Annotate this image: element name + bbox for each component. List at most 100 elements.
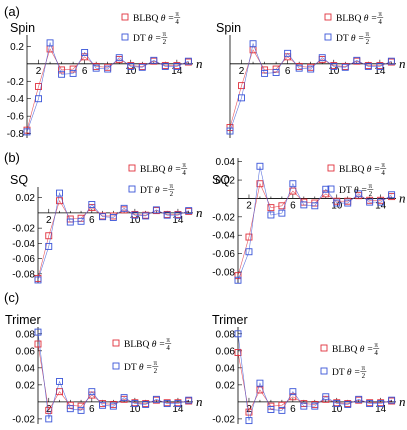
x-tick-label: 10 — [328, 66, 340, 77]
x-tick-label: 2 — [246, 200, 252, 211]
data-point-dt — [330, 62, 338, 70]
chart-title: Spin — [216, 21, 241, 35]
series-line-dt — [26, 41, 189, 132]
y-tick-label: 0.06 — [16, 346, 36, 357]
y-tick-label: -0.08 — [12, 269, 35, 280]
data-point-blbq — [35, 83, 42, 90]
x-tick-label: 14 — [374, 66, 386, 77]
data-point-dt — [161, 62, 169, 70]
y-tick-label: -0.2 — [7, 77, 25, 88]
legend-marker-blbq — [128, 164, 136, 172]
legend-marker-dt — [128, 185, 136, 193]
data-point-dt — [173, 62, 181, 70]
data-point-dt — [278, 209, 286, 217]
panel-label-a: (a) — [4, 4, 20, 19]
data-point-dt — [104, 65, 112, 73]
data-point-dt — [387, 57, 395, 65]
data-point-dt — [307, 65, 315, 73]
x-tick-label: 6 — [290, 200, 296, 211]
legend-frac-den: 2 — [170, 190, 174, 198]
data-point-dt — [289, 388, 297, 396]
data-point-dt — [300, 402, 308, 410]
legend-frac-num: π — [381, 161, 385, 169]
legend-frac-den: 4 — [378, 18, 382, 26]
data-point-dt — [318, 54, 326, 62]
data-point-dt — [322, 185, 330, 193]
y-tick-label: 0.08 — [16, 329, 36, 340]
data-point-dt — [163, 400, 171, 408]
legend-marker-dt — [320, 367, 328, 375]
legend-entry-dt: DT θ = — [140, 186, 168, 196]
data-point-dt — [66, 218, 74, 226]
y-tick-label: -0.02 — [12, 414, 35, 425]
data-point-dt — [92, 64, 100, 72]
data-point-blbq — [34, 340, 42, 348]
data-point-blbq — [69, 65, 77, 73]
data-point-dt — [355, 190, 363, 198]
x-tick-label: 14 — [172, 215, 184, 226]
legend-marker-dt — [327, 185, 335, 193]
data-point-dt — [88, 388, 96, 396]
y-tick-label: -0.02 — [12, 224, 35, 235]
data-point-blbq — [245, 233, 253, 241]
legend-entry-dt: DT θ = — [339, 186, 367, 196]
data-point-blbq — [45, 232, 53, 240]
data-point-blbq — [267, 204, 275, 212]
legend-entry-blbq: BLBQ θ = — [133, 14, 174, 24]
x-tick-label: 2 — [36, 66, 42, 77]
x-tick-label: 6 — [285, 66, 291, 77]
y-tick-label: -0.4 — [7, 94, 25, 105]
legend-frac-den: 2 — [154, 367, 158, 375]
data-point-dt — [109, 214, 117, 221]
legend-frac-num: π — [163, 30, 167, 38]
x-tick-label: 10 — [129, 404, 141, 415]
legend-entry-dt: DT θ = — [133, 34, 161, 44]
y-tick-label: -0.08 — [212, 267, 235, 278]
data-point-dt — [45, 242, 53, 250]
legend-marker-blbq — [320, 344, 328, 352]
data-point-dt — [300, 201, 308, 209]
legend-frac-num: π — [378, 10, 382, 18]
data-point-dt — [99, 401, 107, 409]
x-tick-label: 10 — [125, 66, 137, 77]
x-tick-label: 2 — [46, 215, 52, 226]
data-point-dt — [185, 396, 193, 404]
legend-entry-blbq: BLBQ θ = — [336, 14, 377, 24]
data-point-dt — [120, 204, 128, 212]
series-line-blbq — [26, 48, 189, 131]
x-tick-label: 6 — [82, 66, 88, 77]
chart-title: Trimer — [212, 313, 248, 327]
legend-frac-den: 2 — [163, 38, 167, 46]
data-point-dt — [58, 70, 66, 78]
y-tick-label: 0.02 — [16, 380, 36, 391]
chart-c-right: 2 6 10 14 0.08 0.06 0.04 0.02 -0.02 Trimer n BLBQ θ… — [212, 313, 406, 425]
y-tick-label: 0.04 — [16, 363, 36, 374]
data-point-dt — [174, 400, 182, 408]
chart-title: Trimer — [5, 313, 41, 327]
data-point-dt — [69, 69, 77, 77]
data-point-dt — [131, 400, 139, 408]
data-point-dt — [366, 198, 374, 206]
y-tick-label: -0.8 — [7, 129, 25, 140]
y-tick-label: 0.04 — [216, 157, 236, 168]
x-axis-label: n — [399, 56, 406, 71]
data-point-dt — [278, 406, 286, 414]
legend-entry-dt: DT θ = — [336, 34, 364, 44]
panel-label-b: (b) — [4, 150, 20, 165]
data-point-blbq — [58, 66, 66, 74]
x-tick-label: 10 — [129, 215, 141, 226]
data-point-dt — [115, 54, 123, 62]
data-point-dt — [152, 206, 160, 214]
chart-title: Spin — [10, 21, 35, 35]
legend-entry-blbq: BLBQ θ = — [339, 165, 380, 175]
data-point-dt — [81, 49, 89, 56]
data-point-dt — [56, 378, 63, 385]
data-point-dt — [138, 63, 146, 71]
data-point-dt — [88, 201, 96, 208]
y-tick-label: 0.02 — [216, 176, 236, 187]
data-point-dt — [295, 64, 303, 72]
plots: 2 6 10 14 0.2 -0.2 -0.4 -0.6 -0.8 Spin n BLBQ θ = π… — [5, 10, 406, 425]
data-point-dt — [311, 202, 319, 210]
data-point-dt — [366, 400, 374, 408]
data-point-dt — [341, 63, 349, 71]
